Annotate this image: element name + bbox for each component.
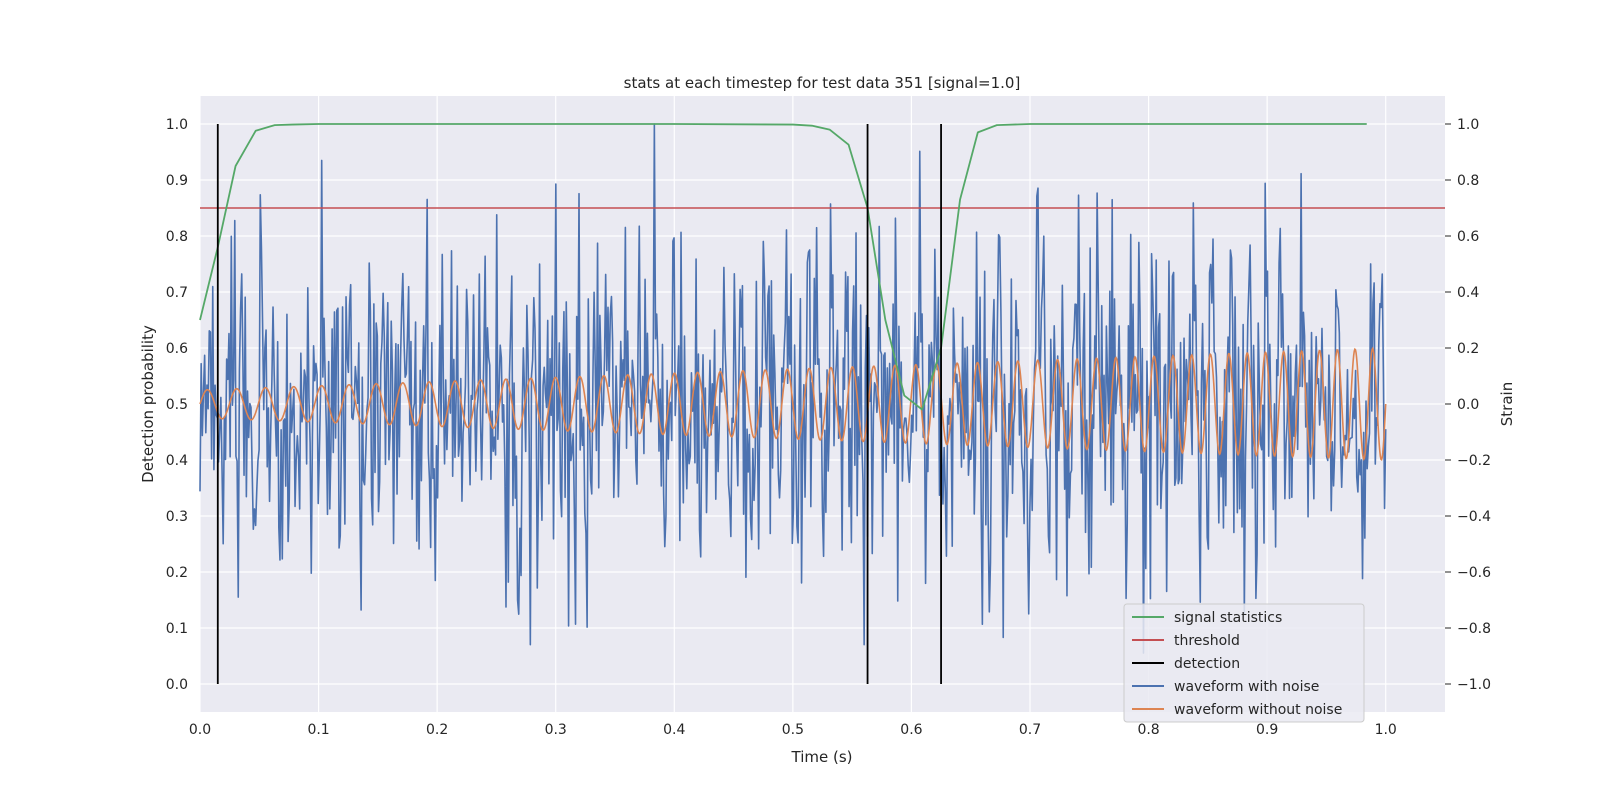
x-tick-label: 0.3 — [545, 722, 567, 738]
y2-axis-label: Strain — [1498, 382, 1516, 426]
x-tick-label: 1.0 — [1375, 722, 1397, 738]
y2-tick-label: 0.2 — [1457, 341, 1479, 357]
y-axis-label: Detection probability — [139, 325, 157, 483]
y-tick-label: 0.5 — [166, 397, 188, 413]
series-layer — [199, 123, 1445, 684]
legend-label-clean: waveform without noise — [1174, 702, 1342, 718]
y2-tick-label: −0.8 — [1457, 621, 1491, 637]
y-tick-label: 0.6 — [166, 341, 188, 357]
y2-tick-label: −0.2 — [1457, 453, 1491, 469]
x-tick-label: 0.4 — [663, 722, 685, 738]
y-tick-label: 0.4 — [166, 453, 188, 469]
legend-label-detection: detection — [1174, 656, 1240, 672]
legend: signal statistics threshold detection wa… — [1123, 603, 1365, 723]
series-waveform-without-noise — [199, 346, 1387, 462]
y2-tick-label: −1.0 — [1457, 677, 1491, 693]
x-tick-label: 0.0 — [189, 722, 211, 738]
y-tick-label: 0.1 — [166, 621, 188, 637]
y-tick-label: 0.2 — [166, 565, 188, 581]
chart-title: stats at each timestep for test data 351… — [624, 74, 1021, 92]
y2-tick-label: 0.0 — [1457, 397, 1479, 413]
x-tick-label: 0.5 — [782, 722, 804, 738]
left-axis-ticks: 0.0 0.1 0.2 0.3 0.4 0.5 0.6 0.7 0.8 0.9 1.0 — [166, 117, 188, 693]
y2-tick-label: −0.4 — [1457, 509, 1491, 525]
x-axis-label: Time (s) — [791, 748, 853, 766]
x-tick-label: 0.8 — [1137, 722, 1159, 738]
right-axis-ticks: −1.0 −0.8 −0.6 −0.4 −0.2 0.0 0.2 0.4 0.6 0.8 1.0 — [1445, 117, 1491, 693]
legend-box — [1123, 603, 1365, 723]
x-tick-label: 0.2 — [426, 722, 448, 738]
y-tick-label: 0.0 — [166, 677, 188, 693]
y2-tick-label: 1.0 — [1457, 117, 1479, 133]
x-tick-label: 0.6 — [900, 722, 922, 738]
y-tick-label: 1.0 — [166, 117, 188, 133]
legend-label-noisy: waveform with noise — [1174, 679, 1319, 695]
y2-tick-label: −0.6 — [1457, 565, 1491, 581]
y-tick-label: 0.7 — [166, 285, 188, 301]
x-tick-label: 0.7 — [1019, 722, 1041, 738]
bottom-axis-ticks: 0.0 0.1 0.2 0.3 0.4 0.5 0.6 0.7 0.8 0.9 1.0 — [189, 722, 1397, 738]
y2-tick-label: 0.4 — [1457, 285, 1479, 301]
series-signal-statistics — [199, 123, 1367, 411]
y-tick-label: 0.8 — [166, 229, 188, 245]
y-tick-label: 0.3 — [166, 509, 188, 525]
legend-label-threshold: threshold — [1174, 633, 1240, 649]
x-tick-label: 0.9 — [1256, 722, 1278, 738]
legend-label-signal: signal statistics — [1174, 610, 1282, 626]
y-tick-label: 0.9 — [166, 173, 188, 189]
x-tick-label: 0.1 — [307, 722, 329, 738]
y2-tick-label: 0.6 — [1457, 229, 1479, 245]
y2-tick-label: 0.8 — [1457, 173, 1479, 189]
